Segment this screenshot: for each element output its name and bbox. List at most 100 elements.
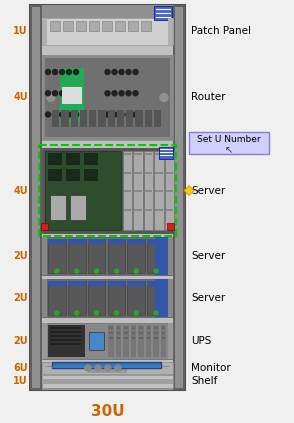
Bar <box>42 379 173 384</box>
Bar <box>144 110 152 127</box>
Bar <box>42 9 173 386</box>
Bar <box>139 337 143 339</box>
Bar <box>131 325 136 357</box>
Bar <box>123 325 129 357</box>
Bar <box>63 21 73 31</box>
Bar <box>124 153 131 155</box>
Bar <box>48 325 85 357</box>
Circle shape <box>46 91 51 96</box>
Circle shape <box>119 91 124 96</box>
Bar <box>50 339 81 341</box>
Circle shape <box>105 365 111 371</box>
Circle shape <box>114 311 118 315</box>
Bar <box>42 237 47 275</box>
Circle shape <box>66 69 71 74</box>
Bar <box>42 55 173 140</box>
Bar <box>161 332 165 334</box>
Bar <box>48 239 66 244</box>
Bar <box>116 325 121 357</box>
Bar <box>48 169 62 181</box>
Bar <box>124 337 128 339</box>
Bar <box>161 325 166 357</box>
Bar <box>108 239 125 273</box>
Circle shape <box>75 311 79 315</box>
Circle shape <box>154 269 158 273</box>
Circle shape <box>53 69 58 74</box>
Bar <box>32 7 40 388</box>
Bar <box>117 337 120 339</box>
Bar <box>132 327 135 329</box>
Bar <box>42 5 173 20</box>
Bar <box>155 209 163 211</box>
Bar <box>42 378 173 390</box>
Circle shape <box>95 365 101 371</box>
Bar <box>48 281 66 286</box>
Bar <box>98 110 106 127</box>
Bar <box>42 18 173 45</box>
Bar <box>109 337 113 339</box>
Circle shape <box>59 69 64 74</box>
Circle shape <box>105 112 110 117</box>
Bar <box>144 151 153 230</box>
Bar <box>147 332 150 334</box>
Text: 2U: 2U <box>13 336 28 346</box>
Bar <box>76 21 86 31</box>
Bar <box>159 147 173 159</box>
Bar <box>168 279 173 317</box>
Bar <box>145 153 152 155</box>
Text: 1U: 1U <box>13 27 28 36</box>
Bar <box>124 172 131 174</box>
Text: 1U: 1U <box>13 376 28 387</box>
Circle shape <box>126 69 131 74</box>
Bar <box>42 148 173 233</box>
Bar <box>52 365 161 368</box>
Bar <box>108 281 125 286</box>
Bar <box>155 153 163 155</box>
Bar <box>117 332 120 334</box>
Bar <box>52 110 59 127</box>
Circle shape <box>126 112 131 117</box>
Bar <box>70 195 86 220</box>
Circle shape <box>53 112 58 117</box>
Bar <box>127 281 145 286</box>
Circle shape <box>134 269 138 273</box>
Bar <box>126 110 133 127</box>
Bar <box>48 153 62 165</box>
Bar <box>52 362 161 368</box>
Bar <box>124 327 128 329</box>
Bar <box>127 239 145 244</box>
Circle shape <box>95 311 98 315</box>
Circle shape <box>112 91 117 96</box>
Bar <box>50 21 60 31</box>
Bar <box>165 151 174 230</box>
Bar <box>166 209 173 211</box>
Circle shape <box>105 91 110 96</box>
Bar <box>124 190 131 192</box>
Bar <box>30 5 185 390</box>
Circle shape <box>112 69 117 74</box>
Bar <box>154 332 158 334</box>
Bar <box>161 337 165 339</box>
Bar <box>42 279 173 317</box>
Bar <box>139 332 143 334</box>
Bar <box>48 281 66 315</box>
Circle shape <box>112 112 117 117</box>
Bar <box>88 369 127 373</box>
Circle shape <box>126 91 131 96</box>
Polygon shape <box>184 186 194 195</box>
Bar <box>147 281 165 315</box>
Circle shape <box>75 269 79 273</box>
Bar <box>166 172 173 174</box>
Bar <box>108 325 114 357</box>
Bar <box>88 281 106 286</box>
Bar <box>42 323 173 359</box>
Bar <box>80 110 87 127</box>
Bar <box>50 195 66 220</box>
Bar <box>115 21 125 31</box>
Text: 2U: 2U <box>13 251 28 261</box>
Bar <box>155 279 168 317</box>
Text: 2U: 2U <box>13 293 28 303</box>
Bar <box>109 327 113 329</box>
Bar <box>134 172 142 174</box>
Text: Server: Server <box>191 293 225 303</box>
